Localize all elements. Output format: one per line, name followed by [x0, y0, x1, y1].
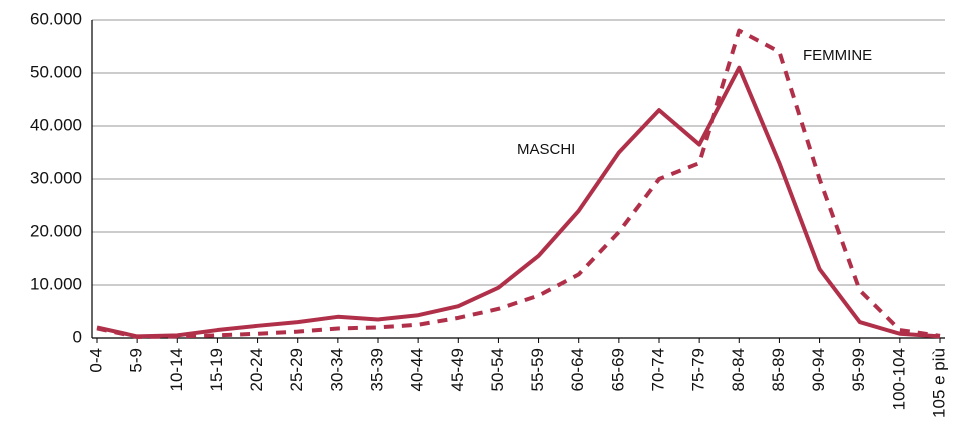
y-tick-label: 60.000	[30, 9, 82, 28]
x-tick-label: 30-34	[327, 348, 346, 391]
series-line	[96, 28, 941, 339]
x-tick-label: 100-104	[889, 348, 908, 410]
x-tick-label: 45-49	[448, 348, 467, 391]
x-tick-label: 80-84	[729, 348, 748, 391]
x-tick-label: 70-74	[648, 348, 667, 391]
series-line	[96, 65, 941, 339]
x-tick-label: 105 e più	[929, 348, 948, 418]
x-tick-label: 90-94	[809, 348, 828, 391]
y-tick-label: 0	[73, 327, 82, 346]
x-tick-label: 75-79	[689, 348, 708, 391]
series-label: MASCHI	[517, 141, 575, 158]
x-tick-label: 10-14	[167, 348, 186, 391]
series-label: FEMMINE	[803, 47, 872, 64]
x-tick-label: 50-54	[488, 348, 507, 391]
x-tick-label: 5-9	[127, 348, 146, 373]
x-tick-label: 35-39	[367, 348, 386, 391]
x-tick-label: 95-99	[849, 348, 868, 391]
y-tick-label: 30.000	[30, 168, 82, 187]
x-tick-label: 20-24	[247, 348, 266, 391]
x-tick-label: 40-44	[408, 348, 427, 391]
y-tick-label: 40.000	[30, 115, 82, 134]
x-tick-label: 65-69	[608, 348, 627, 391]
x-tick-label: 55-59	[528, 348, 547, 391]
y-tick-label: 10.000	[30, 274, 82, 293]
x-tick-label: 85-89	[769, 348, 788, 391]
x-tick-label: 15-19	[207, 348, 226, 391]
x-tick-label: 0-4	[86, 348, 105, 373]
x-tick-label: 60-64	[568, 348, 587, 391]
x-tick-label: 25-29	[287, 348, 306, 391]
y-tick-label: 50.000	[30, 62, 82, 81]
y-tick-label: 20.000	[30, 221, 82, 240]
